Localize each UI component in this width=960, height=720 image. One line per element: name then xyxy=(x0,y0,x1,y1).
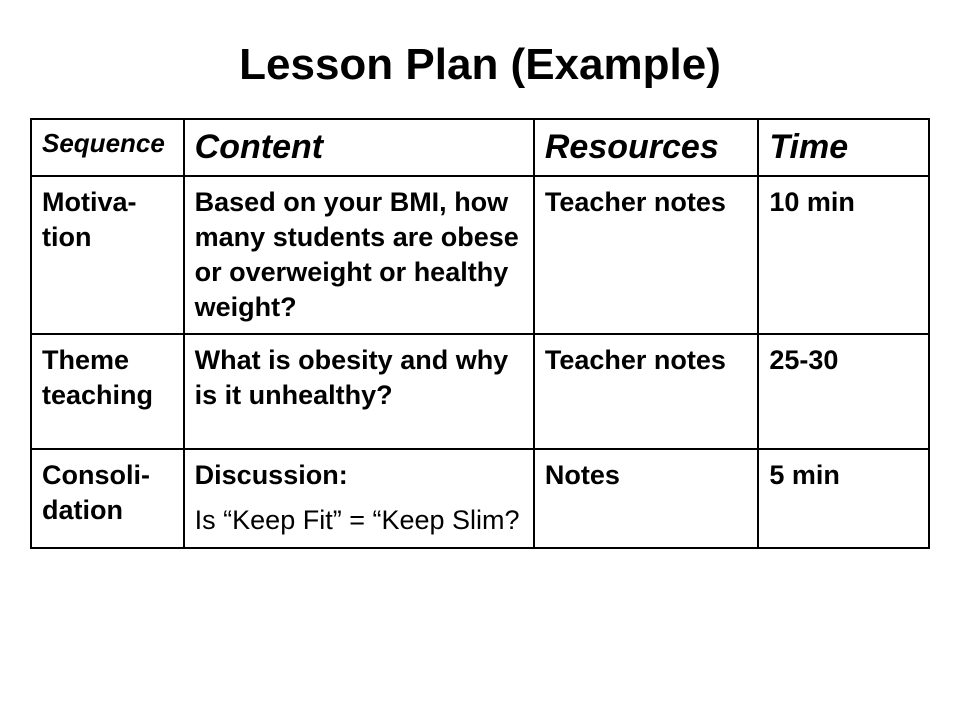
table-row: Motiva-tion Based on your BMI, how many … xyxy=(31,176,929,334)
cell-resources: Teacher notes xyxy=(534,176,759,334)
col-header-sequence: Sequence xyxy=(31,119,184,176)
cell-resources: Notes xyxy=(534,449,759,547)
cell-time: 25-30 xyxy=(758,334,929,449)
lesson-plan-table: Sequence Content Resources Time Motiva-t… xyxy=(30,118,930,549)
cell-content-line2: Is “Keep Fit” = “Keep Slim? xyxy=(195,503,523,538)
table-row: Consoli-dation Discussion: Is “Keep Fit”… xyxy=(31,449,929,547)
cell-time: 5 min xyxy=(758,449,929,547)
col-header-resources: Resources xyxy=(534,119,759,176)
col-header-content: Content xyxy=(184,119,534,176)
table-row: Theme teaching What is obesity and why i… xyxy=(31,334,929,449)
cell-content: What is obesity and why is it unhealthy? xyxy=(184,334,534,449)
cell-content: Based on your BMI, how many students are… xyxy=(184,176,534,334)
cell-sequence: Theme teaching xyxy=(31,334,184,449)
table-header-row: Sequence Content Resources Time xyxy=(31,119,929,176)
cell-content: Discussion: Is “Keep Fit” = “Keep Slim? xyxy=(184,449,534,547)
cell-sequence: Motiva-tion xyxy=(31,176,184,334)
cell-resources: Teacher notes xyxy=(534,334,759,449)
col-header-time: Time xyxy=(758,119,929,176)
cell-time: 10 min xyxy=(758,176,929,334)
cell-sequence: Consoli-dation xyxy=(31,449,184,547)
cell-content-line1: Discussion: xyxy=(195,458,523,493)
page-title: Lesson Plan (Example) xyxy=(30,40,930,90)
